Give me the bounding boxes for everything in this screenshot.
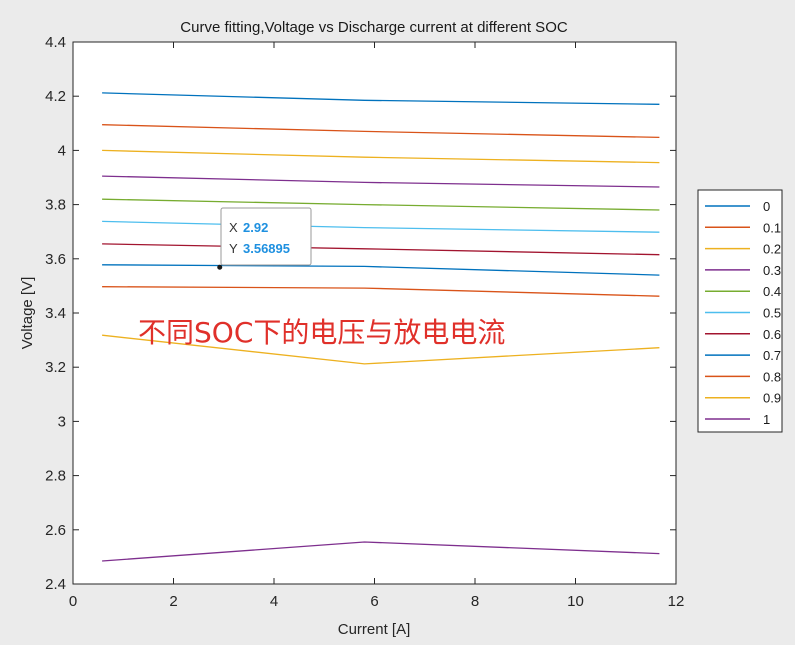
series-line-0.9[interactable] bbox=[102, 334, 660, 365]
x-tick-label: 4 bbox=[270, 593, 278, 610]
x-tick-label: 2 bbox=[169, 593, 177, 610]
datatip-box bbox=[220, 207, 312, 266]
legend-label: 0.9 bbox=[763, 391, 781, 406]
series-line-0.7[interactable] bbox=[102, 264, 660, 276]
x-tick-label: 8 bbox=[471, 593, 479, 610]
y-tick-label: 2.8 bbox=[45, 468, 66, 485]
legend-label: 1 bbox=[763, 412, 770, 427]
y-tick-label: 4.4 bbox=[45, 34, 66, 51]
y-axis-ticks: 2.4 2.6 2.8 3 3.2 3.4 3.6 3.8 4 4.2 4.4 bbox=[45, 34, 676, 593]
series-line-0.6[interactable] bbox=[102, 243, 660, 256]
series-line-0.2[interactable] bbox=[102, 149, 660, 164]
y-tick-label: 4 bbox=[58, 142, 66, 159]
y-tick-label: 2.6 bbox=[45, 522, 66, 539]
legend-box bbox=[697, 189, 783, 433]
series-line-0.4[interactable] bbox=[102, 198, 660, 211]
series-line-0.1[interactable] bbox=[102, 124, 660, 139]
y-tick-label: 3.8 bbox=[45, 197, 66, 214]
y-tick-label: 3.2 bbox=[45, 359, 66, 376]
series-line-0[interactable] bbox=[102, 92, 660, 105]
series-line-1[interactable] bbox=[102, 541, 660, 562]
legend-label: 0.1 bbox=[763, 220, 781, 235]
datatip-x-label: X bbox=[229, 220, 238, 235]
x-tick-label: 0 bbox=[69, 593, 77, 610]
legend-label: 0.2 bbox=[763, 242, 781, 257]
series-lines bbox=[102, 92, 660, 562]
y-tick-label: 3 bbox=[58, 413, 66, 430]
chart-title: Curve fitting,Voltage vs Discharge curre… bbox=[180, 19, 568, 36]
series-line-0.5[interactable] bbox=[102, 220, 660, 233]
x-tick-label: 12 bbox=[668, 593, 685, 610]
y-tick-label: 2.4 bbox=[45, 576, 66, 593]
datatip-y-value: 3.56895 bbox=[243, 241, 290, 256]
y-tick-label: 3.4 bbox=[45, 305, 66, 322]
chinese-annotation: 不同SOC下的电压与放电电流 bbox=[138, 316, 505, 349]
x-axis-ticks: 0 2 4 6 8 10 12 bbox=[69, 42, 685, 610]
plot-area[interactable] bbox=[72, 41, 677, 585]
x-tick-label: 6 bbox=[370, 593, 378, 610]
series-line-0.3[interactable] bbox=[102, 175, 660, 188]
datatip-y-label: Y bbox=[229, 241, 238, 256]
datatip[interactable]: X 2.92 Y 3.56895 bbox=[217, 207, 312, 270]
y-tick-label: 4.2 bbox=[45, 88, 66, 105]
legend-label: 0 bbox=[763, 199, 770, 214]
legend-label: 0.4 bbox=[763, 284, 781, 299]
series-line-0.8[interactable] bbox=[102, 286, 660, 297]
legend-label: 0.5 bbox=[763, 306, 781, 321]
legend-label: 0.3 bbox=[763, 263, 781, 278]
x-tick-label: 10 bbox=[567, 593, 584, 610]
legend-label: 0.7 bbox=[763, 348, 781, 363]
x-axis-label: Current [A] bbox=[338, 621, 411, 638]
legend[interactable]: 0 0.1 0.2 0.3 0.4 0.5 0.6 0.7 0.8 0.9 1 bbox=[697, 189, 783, 433]
legend-label: 0.6 bbox=[763, 327, 781, 342]
y-tick-label: 3.6 bbox=[45, 251, 66, 268]
datatip-marker bbox=[217, 264, 223, 270]
y-axis-label: Voltage [V] bbox=[19, 277, 36, 350]
legend-label: 0.8 bbox=[763, 369, 781, 384]
datatip-x-value: 2.92 bbox=[243, 220, 268, 235]
